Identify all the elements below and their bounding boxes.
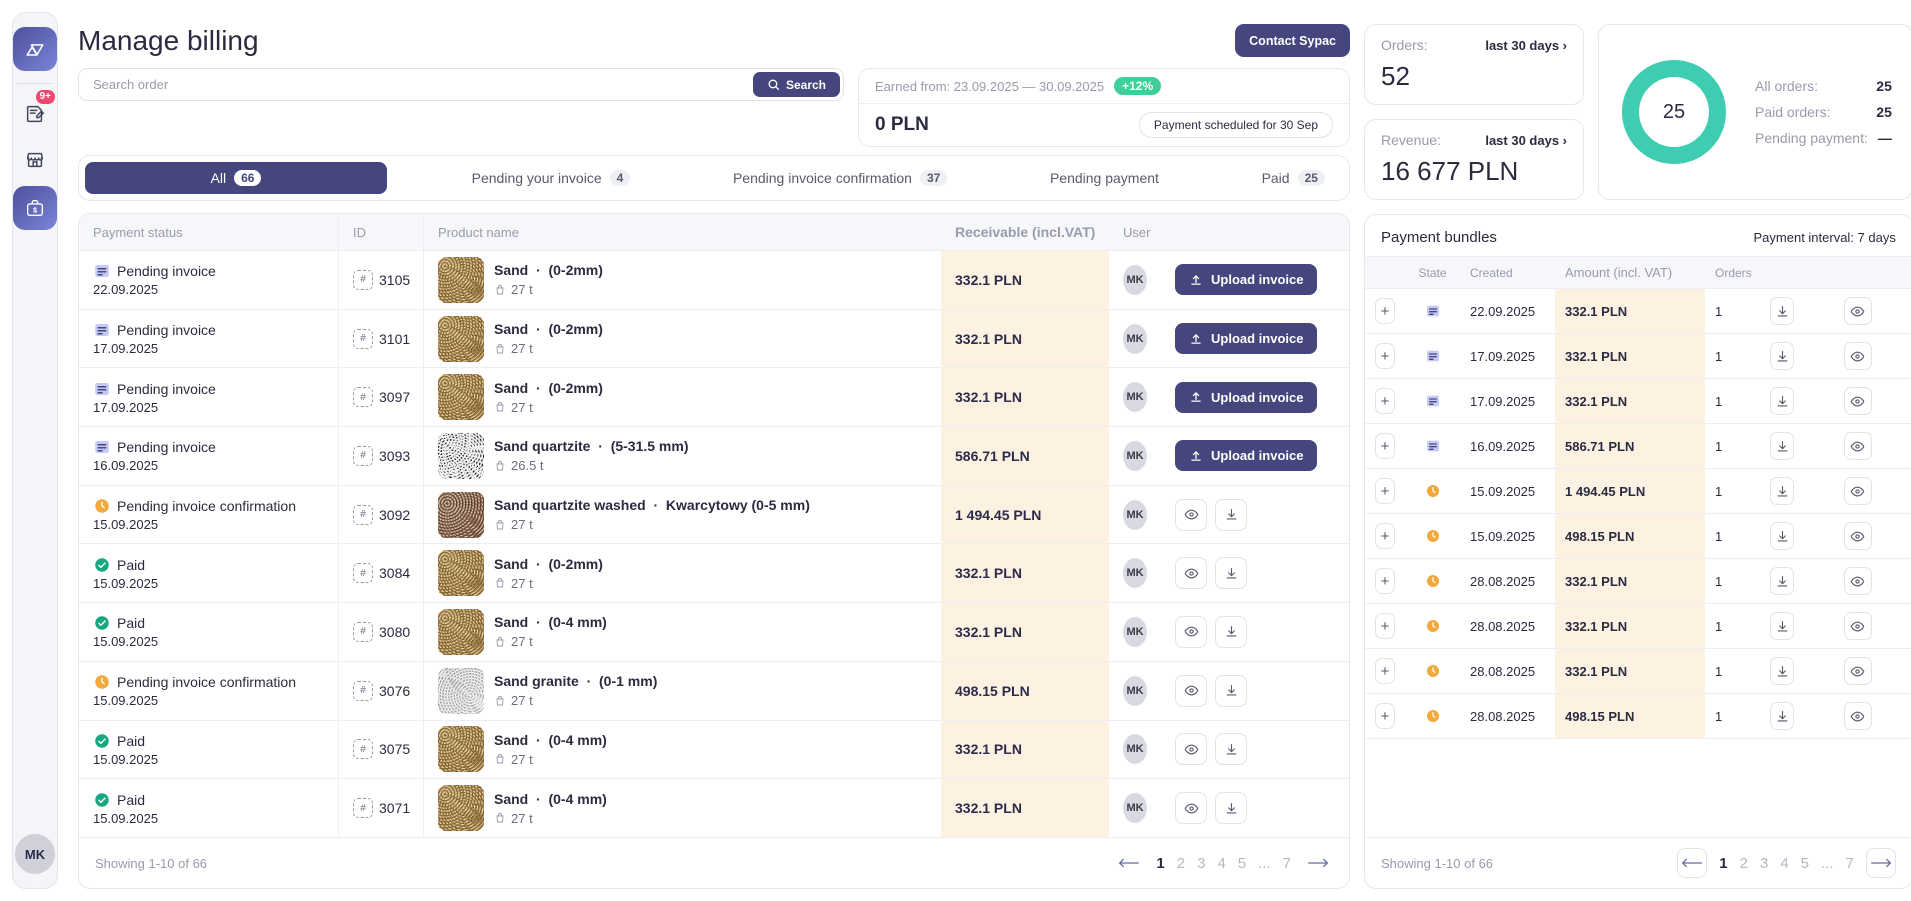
svg-text:$: $ — [33, 206, 37, 215]
